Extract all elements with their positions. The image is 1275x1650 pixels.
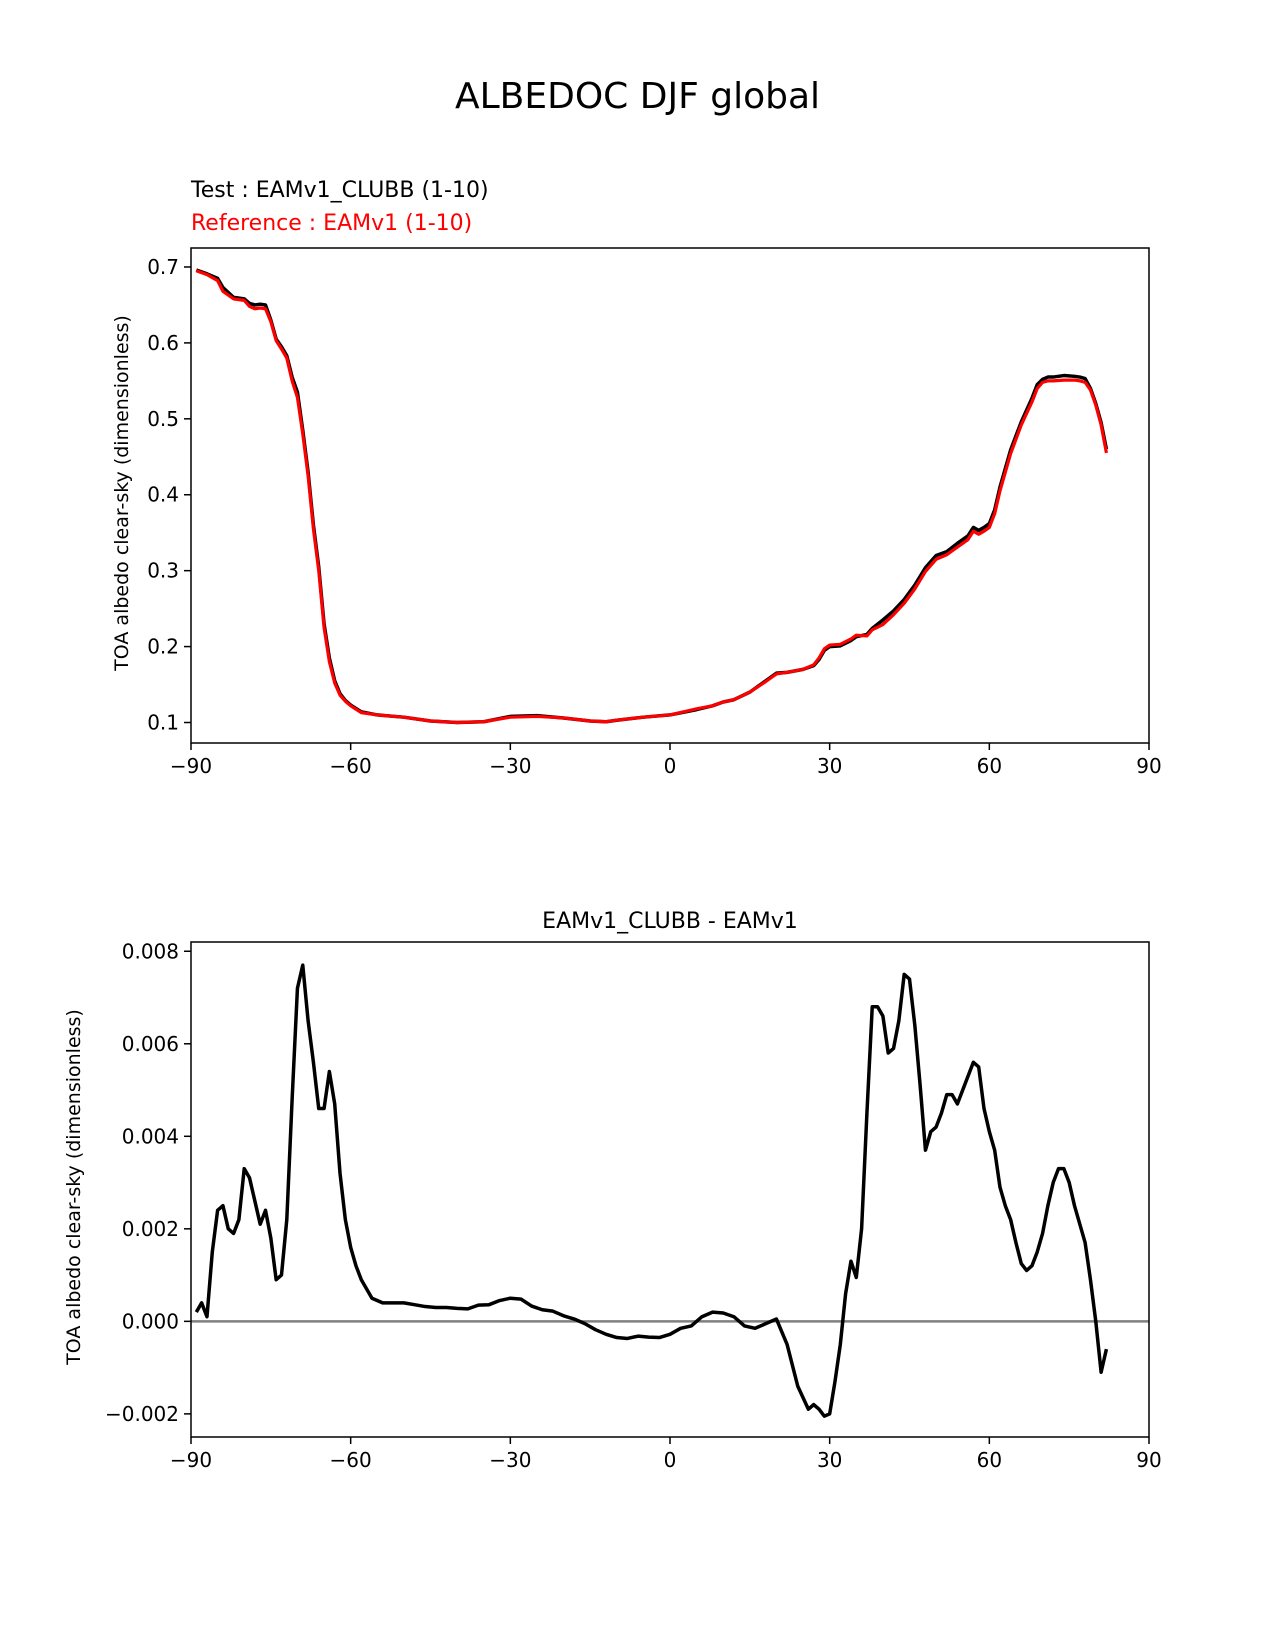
top-chart-ytick-label: 0.5 bbox=[147, 407, 179, 431]
bottom-line-chart: EAMv1_CLUBB - EAMv1 TOA albedo clear-sky… bbox=[63, 909, 1162, 1472]
figure-suptitle: ALBEDOC DJF global bbox=[455, 76, 820, 117]
bottom-chart-ytick-label: −0.002 bbox=[105, 1402, 179, 1426]
top-chart-ylabel: TOA albedo clear-sky (dimensionless) bbox=[111, 315, 133, 672]
top-chart-ytick-label: 0.1 bbox=[147, 711, 179, 735]
top-chart-ticks: −90 −60 −30 0 30 60 90 0.1 0.2 0.3 0.4 0.5 0.6 0.7 bbox=[147, 255, 1162, 778]
bottom-chart-frame bbox=[190, 941, 1150, 1438]
top-chart-xtick-label: −60 bbox=[330, 754, 372, 778]
top-chart-series-reference-line bbox=[195, 269, 1108, 725]
top-chart-ytick-label: 0.2 bbox=[147, 635, 179, 659]
top-line-chart: Test : EAMv1_CLUBB (1-10) Reference : EA… bbox=[111, 178, 1162, 778]
bottom-chart-xtick-label: 0 bbox=[664, 1448, 677, 1472]
top-chart-ytick-label: 0.7 bbox=[147, 255, 179, 279]
top-chart-xtick-label: −90 bbox=[170, 754, 212, 778]
bottom-chart-series-difference-line bbox=[194, 963, 1109, 1418]
top-chart-xtick-label: 0 bbox=[664, 754, 677, 778]
bottom-chart-xtick-label: 60 bbox=[977, 1448, 1002, 1472]
top-chart-xtick-label: −30 bbox=[489, 754, 531, 778]
bottom-chart-title: EAMv1_CLUBB - EAMv1 bbox=[542, 909, 798, 934]
bottom-chart-ytick-label: 0.008 bbox=[122, 939, 179, 963]
bottom-chart-ytick-label: 0.006 bbox=[122, 1032, 179, 1056]
top-chart-frame bbox=[190, 247, 1150, 744]
bottom-chart-xtick-label: −90 bbox=[170, 1448, 212, 1472]
top-chart-xtick-label: 30 bbox=[817, 754, 842, 778]
bottom-chart-ytick-label: 0.002 bbox=[122, 1217, 179, 1241]
bottom-chart-series bbox=[191, 963, 1149, 1418]
top-chart-ytick-label: 0.3 bbox=[147, 559, 179, 583]
top-chart-ytick-label: 0.6 bbox=[147, 331, 179, 355]
bottom-chart-xtick-label: 30 bbox=[817, 1448, 842, 1472]
bottom-chart-ytick-label: 0.004 bbox=[122, 1124, 179, 1148]
top-chart-xtick-label: 90 bbox=[1136, 754, 1161, 778]
top-chart-ytick-label: 0.4 bbox=[147, 483, 179, 507]
bottom-chart-ticks: −90 −60 −30 0 30 60 90 −0.002 0.000 0.002 0.004 0.0… bbox=[105, 939, 1162, 1472]
bottom-chart-xtick-label: −60 bbox=[330, 1448, 372, 1472]
bottom-chart-xtick-label: 90 bbox=[1136, 1448, 1161, 1472]
bottom-chart-ylabel: TOA albedo clear-sky (dimensionless) bbox=[63, 1009, 85, 1366]
top-chart-test-title: Test : EAMv1_CLUBB (1-10) bbox=[190, 178, 489, 203]
top-chart-reference-title: Reference : EAMv1 (1-10) bbox=[191, 211, 472, 236]
bottom-chart-xtick-label: −30 bbox=[489, 1448, 531, 1472]
top-chart-xtick-label: 60 bbox=[977, 754, 1002, 778]
bottom-chart-ytick-label: 0.000 bbox=[122, 1309, 179, 1333]
top-chart-series bbox=[195, 268, 1109, 725]
